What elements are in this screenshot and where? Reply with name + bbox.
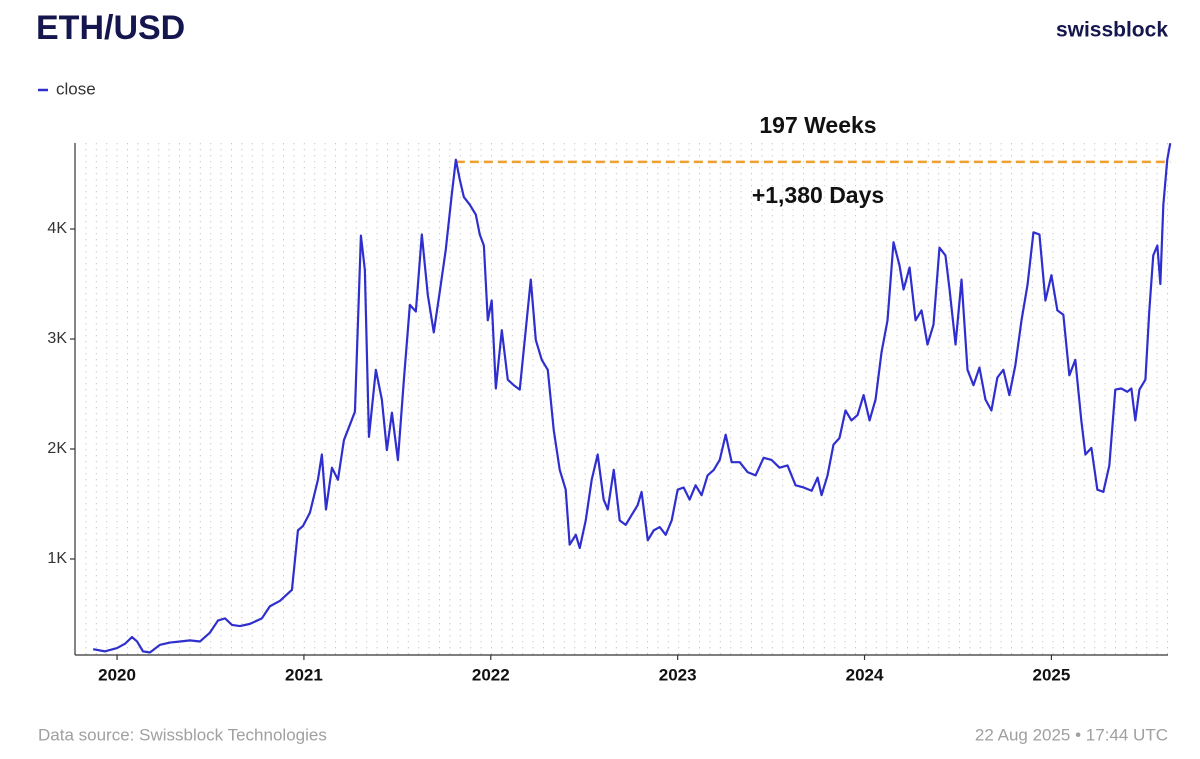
chart-title: ETH/USD [36, 9, 185, 47]
x-tick-label: 2020 [98, 665, 136, 684]
plot: 1K 2K 3K 4K 2020 2021 2022 2023 2024 2025 197 Week… [47, 112, 1172, 684]
source: Data source: Swissblock Technologies [38, 725, 327, 744]
x-tick-label: 2022 [472, 665, 510, 684]
x-tick-label: 2025 [1032, 665, 1070, 684]
legend-label: close [56, 79, 96, 98]
y-tick-label: 3K [47, 330, 67, 347]
x-tick-label: 2023 [659, 665, 697, 684]
grid-dots [77, 143, 1169, 655]
annotation: 197 Weeks [759, 112, 876, 138]
line-series [92, 143, 1172, 654]
x-tick-label: 2024 [846, 665, 884, 684]
y-tick-label: 4K [47, 220, 67, 237]
annotation: +1,380 Days [752, 182, 884, 208]
y-tick-label: 2K [47, 440, 67, 457]
x-tick-label: 2021 [285, 665, 323, 684]
brand: swissblock [1056, 19, 1168, 42]
y-tick-label: 1K [47, 550, 67, 567]
timestamp: 22 Aug 2025 • 17:44 UTC [975, 725, 1168, 744]
